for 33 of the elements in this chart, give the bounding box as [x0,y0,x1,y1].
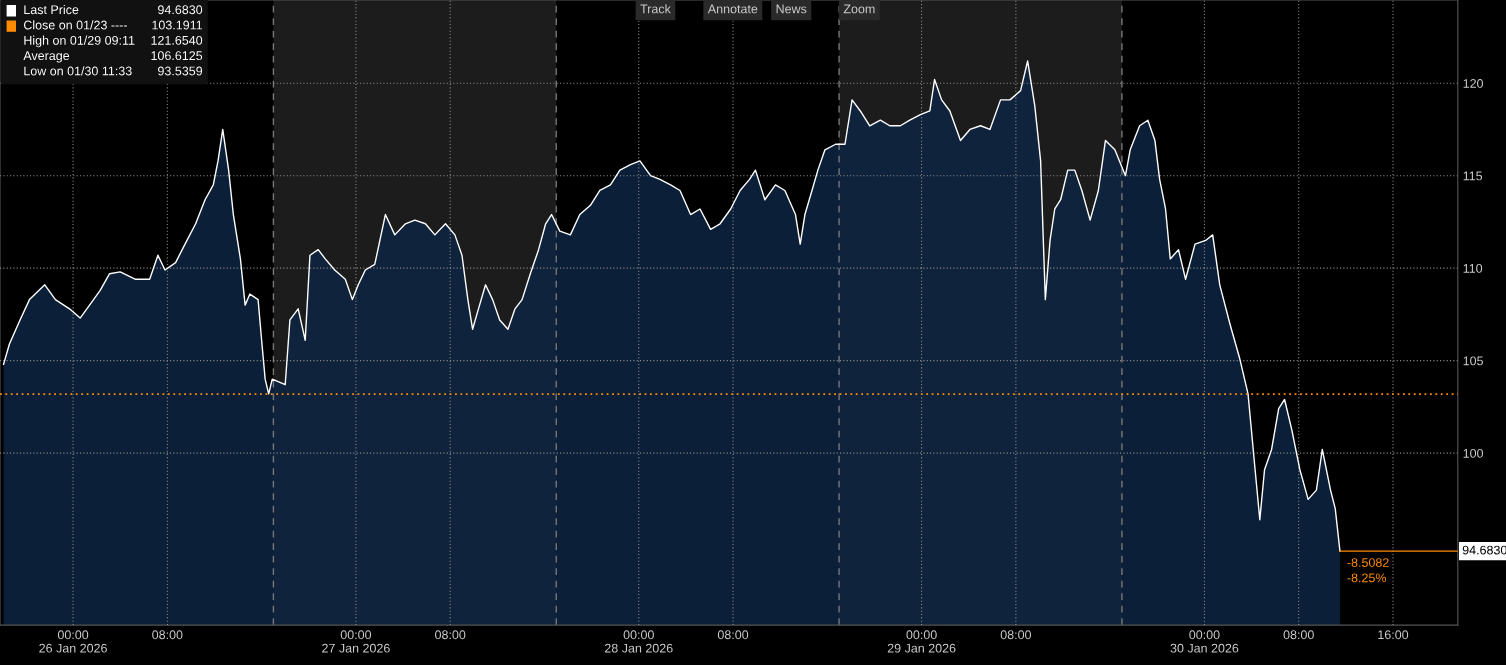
annotation: -8.5082 [1347,558,1389,567]
annotation: High on 01/29 09:11 [24,35,135,48]
y-tick-label: 105 [1463,356,1483,366]
annotation: 103.1911 [152,20,203,30]
annotation: News [776,4,807,14]
x-tick-label: 08:00 [435,630,466,640]
legend-label: Close on 01/23 ---- [23,20,127,30]
y-tick-label: 120 [1463,79,1484,88]
x-tick-label: 00:00 30 Jan 2026 [1170,630,1239,653]
annotation: Low on 01/30 11:33 [24,66,132,76]
x-tick-label: 00:00 26 Jan 2026 [39,630,107,653]
annotation: Annotate [707,4,758,14]
annotation: 93.5359 [158,66,203,76]
annotation: Zoom [843,4,875,14]
annotation: 94.6830 [158,5,203,15]
x-tick-label: 16:00 [1378,630,1409,640]
legend-label: Last Price [24,4,79,15]
y-tick-label: 110 [1463,263,1483,273]
annotation: 121.6540 [151,35,203,45]
x-tick-label: 00:00 29 Jan 2026 [887,630,956,653]
annotation: -8.25% [1347,573,1387,583]
x-tick-label: 08:00 [1000,630,1032,640]
x-tick-label: 08:00 [717,630,749,640]
x-tick-label: 08:00 [1283,630,1314,640]
annotation: 94.6830 [1462,545,1506,555]
x-tick-label: 00:00 28 Jan 2026 [604,630,673,653]
x-tick-label: 00:00 27 Jan 2026 [322,630,390,653]
annotation: Average [23,51,70,63]
annotation: 106.6125 [151,51,203,61]
y-tick-label: 100 [1463,448,1484,458]
y-tick-label: 115 [1463,171,1483,181]
annotation: Track [640,4,671,14]
x-tick-label: 08:00 [152,630,183,640]
